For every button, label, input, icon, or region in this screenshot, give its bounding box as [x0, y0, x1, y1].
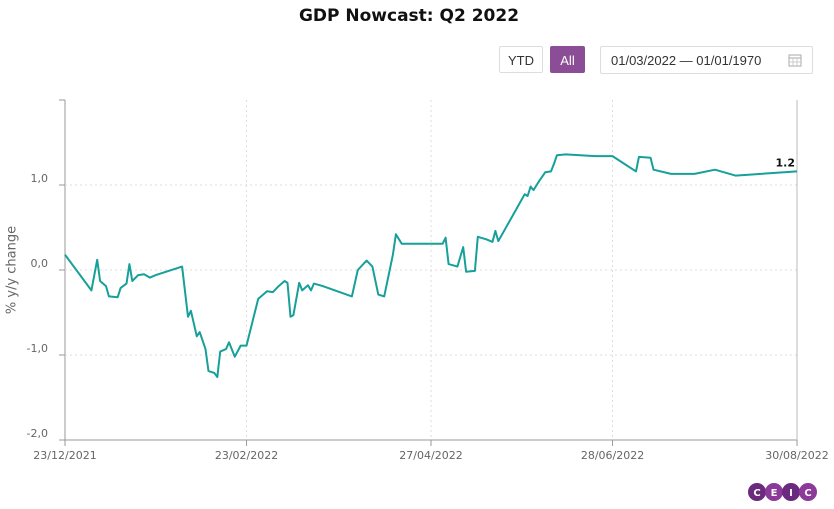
- y-tick-label: -2,0: [27, 427, 48, 440]
- x-tick-label: 23/02/2022: [215, 449, 278, 462]
- calendar-icon: [788, 54, 802, 67]
- logo-circle: [782, 483, 800, 501]
- logo-letter: C: [753, 488, 760, 499]
- logo-letter: I: [789, 488, 793, 499]
- end-value-label: 1.2: [776, 156, 796, 169]
- y-tick-label: 1,0: [31, 172, 49, 185]
- all-button[interactable]: All: [550, 46, 585, 73]
- x-tick-label: 30/08/2022: [765, 449, 828, 462]
- x-tick-label: 27/04/2022: [399, 449, 462, 462]
- y-axis-label: % y/y change: [5, 226, 20, 314]
- chart-title: GDP Nowcast: Q2 2022: [299, 6, 519, 26]
- line: [64, 153, 798, 379]
- y-tick-label: 0,0: [31, 257, 49, 270]
- logo-circle: [765, 483, 783, 501]
- logo-letter: E: [771, 488, 778, 499]
- logo-circle: [799, 483, 817, 501]
- x-tick-label: 23/12/2021: [33, 449, 96, 462]
- logo-letter: C: [804, 488, 811, 499]
- date-range-text: 01/03/2022 — 01/01/1970: [611, 53, 762, 68]
- y-tick-label: -1,0: [27, 342, 48, 355]
- ytd-button[interactable]: YTD: [499, 46, 543, 73]
- date-range-input[interactable]: 01/03/2022 — 01/01/1970: [600, 46, 813, 74]
- logo-circle: [748, 483, 766, 501]
- x-tick-label: 28/06/2022: [581, 449, 644, 462]
